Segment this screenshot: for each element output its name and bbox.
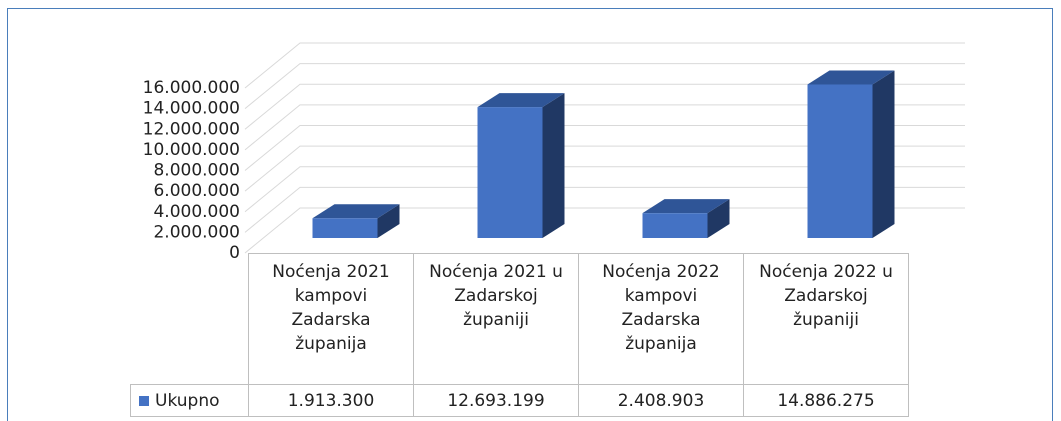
bar (477, 107, 543, 239)
value-label: 12.693.199 (413, 384, 579, 417)
category-row: Noćenja 2021 kampovi Zadarska županija No… (131, 253, 909, 385)
bar-side (707, 199, 730, 238)
grid-line (244, 104, 965, 151)
y-tick-label: 16.000.000 (143, 78, 240, 98)
grid-line (244, 83, 965, 130)
data-table: Noćenja 2021 kampovi Zadarska županija No… (130, 253, 909, 417)
bar-side (377, 204, 400, 238)
y-tick-label: 2.000.000 (153, 222, 240, 242)
legend-label: Ukupno (155, 390, 220, 411)
blank-cell (131, 254, 249, 385)
bar (642, 213, 708, 238)
frame (7, 8, 1053, 421)
bar-top (312, 204, 400, 219)
y-tick-label: 0 (229, 243, 240, 263)
value-row: Ukupno 1.913.300 12.693.199 2.408.903 14.88… (130, 384, 909, 417)
legend-cell: Ukupno (130, 384, 249, 417)
legend-swatch (139, 395, 149, 406)
category-label: Noćenja 2021 u Zadarskoj županiji (413, 253, 579, 385)
bar-top (642, 199, 730, 214)
grid-line (244, 42, 965, 89)
value-label: 14.886.275 (743, 384, 909, 417)
bar-top (807, 70, 895, 85)
y-tick-label: 6.000.000 (153, 181, 240, 201)
grid-line (244, 207, 965, 254)
category-label: Noćenja 2021 kampovi Zadarska županija (248, 253, 414, 385)
y-tick-label: 12.000.000 (143, 119, 240, 139)
grid-line (244, 145, 965, 192)
grid-line (244, 63, 965, 110)
y-tick-label: 8.000.000 (153, 161, 240, 181)
y-tick-label: 10.000.000 (143, 140, 240, 160)
y-tick-label: 14.000.000 (143, 99, 240, 119)
grid-line (244, 166, 965, 213)
grid-line (244, 125, 965, 171)
bar (807, 84, 873, 238)
y-tick-label: 4.000.000 (153, 202, 240, 222)
category-label: Noćenja 2022 kampovi Zadarska županija (578, 253, 744, 385)
bar-side (542, 93, 565, 239)
grid-line (244, 186, 965, 233)
value-label: 2.408.903 (578, 384, 744, 417)
bar (312, 218, 378, 238)
category-label: Noćenja 2022 u Zadarskoj županiji (743, 253, 909, 385)
value-label: 1.913.300 (248, 384, 414, 417)
bar-top (477, 93, 565, 108)
bar-side (872, 70, 895, 238)
